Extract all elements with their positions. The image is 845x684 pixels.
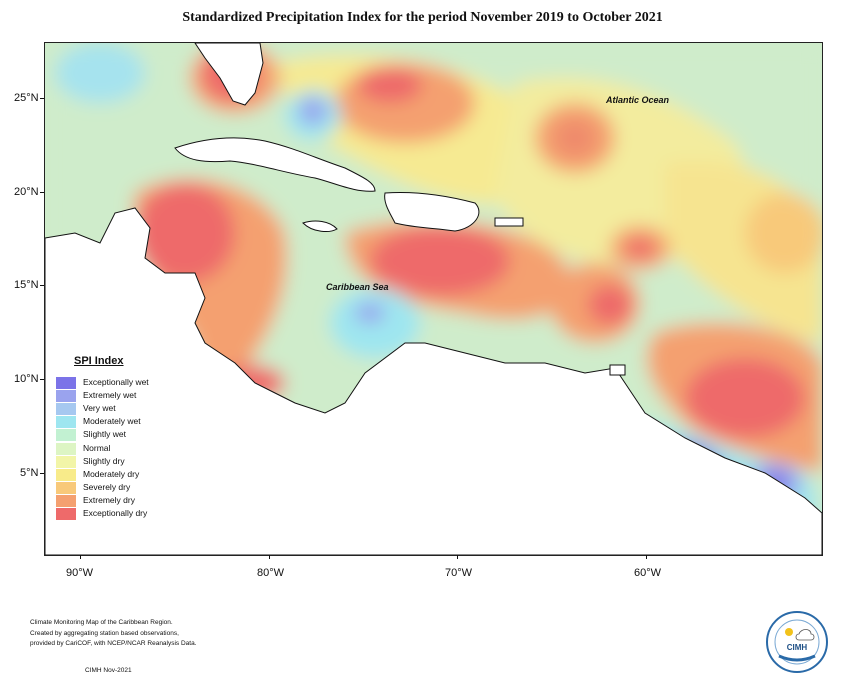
legend-label: Severely dry — [83, 481, 131, 492]
legend-swatch — [56, 416, 76, 429]
legend-label: Extremely wet — [83, 390, 137, 401]
legend-swatch — [56, 390, 76, 403]
legend-label: Moderately wet — [83, 416, 141, 427]
lon-tick-90w: 90°W — [66, 567, 94, 579]
credits: Climate Monitoring Map of the Caribbean … — [30, 618, 197, 650]
lat-tick-20n: 20°N — [14, 186, 39, 198]
legend-label: Exceptionally dry — [83, 508, 148, 518]
legend-swatch — [56, 455, 76, 468]
credits-line-2: Created by aggregating station based obs… — [30, 629, 179, 637]
legend-swatch — [56, 494, 76, 507]
legend-title: SPI Index — [74, 355, 124, 367]
caribbean-sea-label: Caribbean Sea — [326, 282, 389, 292]
map-title: Standardized Precipitation Index for the… — [182, 10, 663, 25]
lon-tick-60w: 60°W — [634, 567, 662, 579]
legend-swatch — [56, 429, 76, 442]
spi-map — [44, 42, 823, 556]
legend-swatch — [56, 442, 76, 455]
lon-tick-70w: 70°W — [445, 567, 473, 579]
legend-label: Slightly wet — [83, 429, 126, 440]
legend-label: Moderately dry — [83, 468, 140, 479]
lat-tick-5n: 5°N — [20, 467, 39, 479]
land-masses — [45, 43, 822, 555]
lat-tick-15n: 15°N — [14, 279, 39, 291]
legend-label: Normal — [83, 442, 111, 453]
legend-label: Extremely dry — [83, 494, 135, 505]
logo-text: CIMH — [787, 643, 808, 652]
credits-line-1: Climate Monitoring Map of the Caribbean … — [30, 619, 173, 626]
lat-tick-25n: 25°N — [14, 92, 39, 104]
legend-swatch — [56, 403, 76, 416]
legend-swatch — [56, 508, 76, 520]
credits-line-3: provided by CariCOF, with NCEP/NCAR Rean… — [30, 640, 197, 647]
legend-label: Slightly dry — [83, 455, 125, 466]
lon-tick-80w: 80°W — [257, 567, 285, 579]
atlantic-ocean-label: Atlantic Ocean — [606, 95, 670, 105]
legend-swatch — [56, 481, 76, 494]
credits-footer: CIMH Nov-2021 — [85, 667, 132, 674]
lat-tick-10n: 10°N — [14, 373, 39, 385]
legend-swatch — [56, 377, 76, 389]
legend-label: Very wet — [83, 403, 116, 414]
legend-swatch — [56, 468, 76, 481]
cimh-logo: CIMH — [765, 610, 829, 674]
spi-map-graphic — [45, 43, 822, 555]
legend-label: Exceptionally wet — [83, 377, 149, 387]
